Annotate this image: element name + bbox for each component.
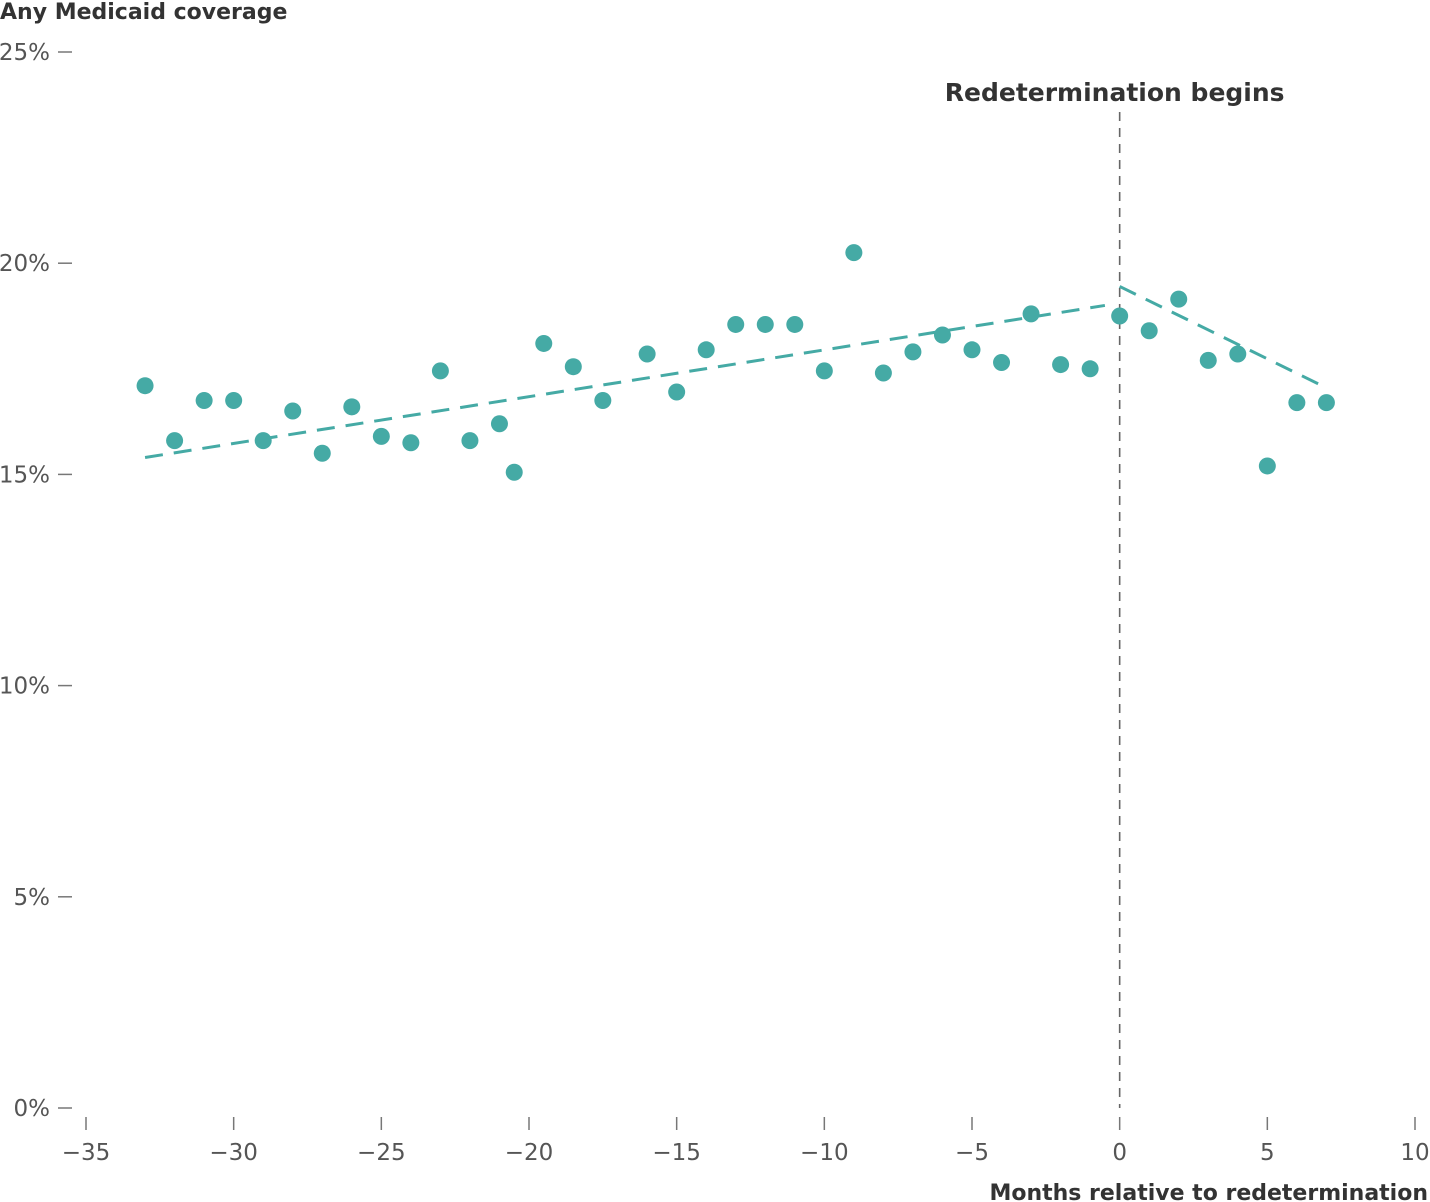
data-point	[1288, 394, 1306, 412]
data-point	[697, 341, 715, 359]
y-tick-label: 20%	[0, 251, 50, 277]
x-tick-label: 5	[1260, 1140, 1275, 1166]
trend-lines	[144, 285, 1328, 459]
data-point	[284, 402, 302, 420]
data-point	[313, 444, 331, 462]
x-tick-label: 0	[1112, 1140, 1127, 1166]
data-point	[933, 326, 951, 344]
y-tick-label: 5%	[14, 885, 51, 911]
x-tick-label: −20	[505, 1140, 554, 1166]
data-point	[815, 362, 833, 380]
y-tick-label: 0%	[14, 1096, 51, 1122]
data-point	[372, 427, 390, 445]
x-tick-label: −15	[652, 1140, 701, 1166]
data-point	[786, 315, 804, 333]
data-point	[1317, 394, 1335, 412]
data-point	[136, 377, 154, 395]
y-tick-label: 10%	[0, 674, 50, 700]
data-points	[136, 244, 1335, 481]
data-point	[638, 345, 656, 363]
data-point	[963, 341, 981, 359]
data-point	[668, 383, 686, 401]
data-point	[225, 391, 243, 409]
data-point	[1199, 351, 1217, 369]
data-point	[594, 391, 612, 409]
x-tick-label: −25	[357, 1140, 406, 1166]
data-point	[254, 432, 272, 450]
y-axis-title: Any Medicaid coverage	[0, 0, 287, 25]
x-tick-label: −10	[800, 1140, 849, 1166]
data-point	[195, 391, 213, 409]
data-point	[1052, 356, 1070, 374]
data-point	[535, 334, 553, 352]
data-point	[727, 315, 745, 333]
data-point	[402, 434, 420, 452]
x-axis-title: Months relative to redetermination	[989, 1181, 1428, 1202]
data-point	[461, 432, 479, 450]
data-point	[993, 353, 1011, 371]
y-tick-label: 15%	[0, 462, 50, 488]
data-point	[343, 398, 361, 416]
data-point	[431, 362, 449, 380]
data-point	[904, 343, 922, 361]
x-tick-label: −30	[209, 1140, 258, 1166]
data-point	[505, 463, 523, 481]
data-point	[845, 244, 863, 262]
y-tick-label: 25%	[0, 40, 50, 66]
data-point	[756, 315, 774, 333]
data-point	[1081, 360, 1099, 378]
redetermination-label: Redetermination begins	[945, 78, 1285, 107]
trend-line-pre	[144, 303, 1106, 459]
x-tick-label: 10	[1400, 1140, 1429, 1166]
x-axis: −35 −30 −25 −20 −15 −10 −5 0 5 10	[62, 1117, 1430, 1166]
x-tick-label: −35	[62, 1140, 111, 1166]
x-tick-label: −5	[955, 1140, 989, 1166]
data-point	[1258, 457, 1276, 475]
data-point	[1170, 290, 1188, 308]
data-point	[874, 364, 892, 382]
y-axis: 0% 5% 10% 15% 20% 25%	[0, 40, 72, 1122]
data-point	[1111, 307, 1129, 325]
data-point	[564, 358, 582, 376]
data-point	[1022, 305, 1040, 323]
trend-line-post	[1119, 285, 1328, 390]
data-point	[166, 432, 184, 450]
data-point	[1229, 345, 1247, 363]
data-point	[1140, 322, 1158, 340]
data-point	[490, 415, 508, 433]
